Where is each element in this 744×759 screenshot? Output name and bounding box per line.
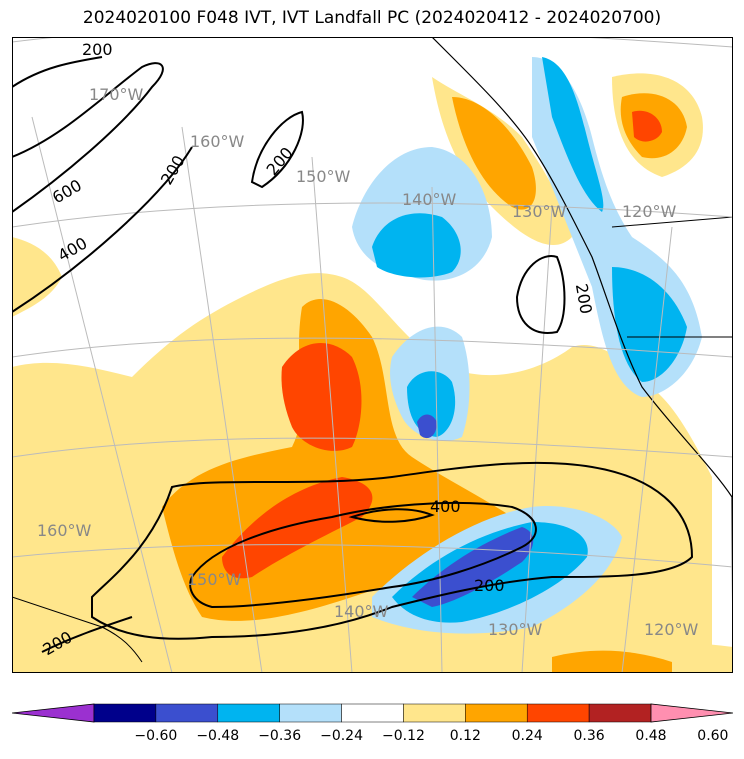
anomaly-negative-region [612,267,687,382]
graticule [12,37,733,673]
colorbar-tick-label: 0.48 [635,728,667,744]
contour-label: 200 [82,40,113,59]
colorbar-tick-label: −0.12 [381,728,425,744]
colorbar-cell [403,703,466,723]
longitude-label: 130°W [512,202,567,221]
anomaly-positive-region [281,343,362,451]
colorbar-cell [465,703,528,723]
land-outline [431,37,733,673]
longitude-label: 120°W [644,620,699,639]
colorbar-cell [217,703,280,723]
colorbar-cell [279,703,342,723]
anomaly-negative-region [417,414,437,439]
colorbar-tick-label: −0.36 [258,728,302,744]
colorbar-tick-label: 0.60 [697,728,729,744]
contour-label: 200 [474,576,505,595]
anomaly-positive-region [12,237,62,317]
colorbar-cell [341,703,404,723]
map-title: 2024020100 F048 IVT, IVT Landfall PC (20… [82,8,662,28]
longitude-label: 170°W [89,85,144,104]
longitude-label: 160°W [190,132,245,151]
ivt-map: 200 600 400 200 200 200 400 200 200 170°… [12,37,733,673]
ivt-contours [12,56,694,653]
longitude-label: 130°W [488,620,543,639]
border-line [611,216,733,228]
colorbar-cell [93,703,157,723]
longitude-label: 150°W [187,570,242,589]
anomaly-negative-region [372,213,461,278]
colorbar-tick-label: 0.36 [573,728,605,744]
longitude-label: 160°W [37,521,92,540]
colorbar-cell [155,703,219,723]
colorbar-tick-label: −0.48 [196,728,240,744]
colorbar [12,703,733,723]
colorbar-extend-high [650,703,733,723]
contour-label: 400 [430,497,461,516]
colorbar-cell [588,703,652,723]
anomaly-positive-region [632,110,662,142]
longitude-label: 120°W [622,202,677,221]
colorbar-tick-label: −0.60 [134,728,178,744]
anomaly-positive-region [452,97,536,210]
longitude-label: 140°W [334,602,389,621]
anomaly-negative-region [542,57,604,212]
anomaly-positive-region [552,650,672,673]
longitude-label: 140°W [402,190,457,209]
colorbar-cell [526,703,590,723]
colorbar-tick-label: 0.24 [511,728,543,744]
longitude-label: 150°W [296,167,351,186]
colorbar-ticks: −0.60 −0.48 −0.36 −0.24 −0.12 0.12 0.24 0.36 0.4… [0,728,744,748]
anomaly-positive-region [222,477,373,579]
colorbar-tick-label: −0.24 [320,728,363,744]
colorbar-extend-low [12,703,95,723]
colorbar-tick-label: 0.12 [449,728,481,744]
